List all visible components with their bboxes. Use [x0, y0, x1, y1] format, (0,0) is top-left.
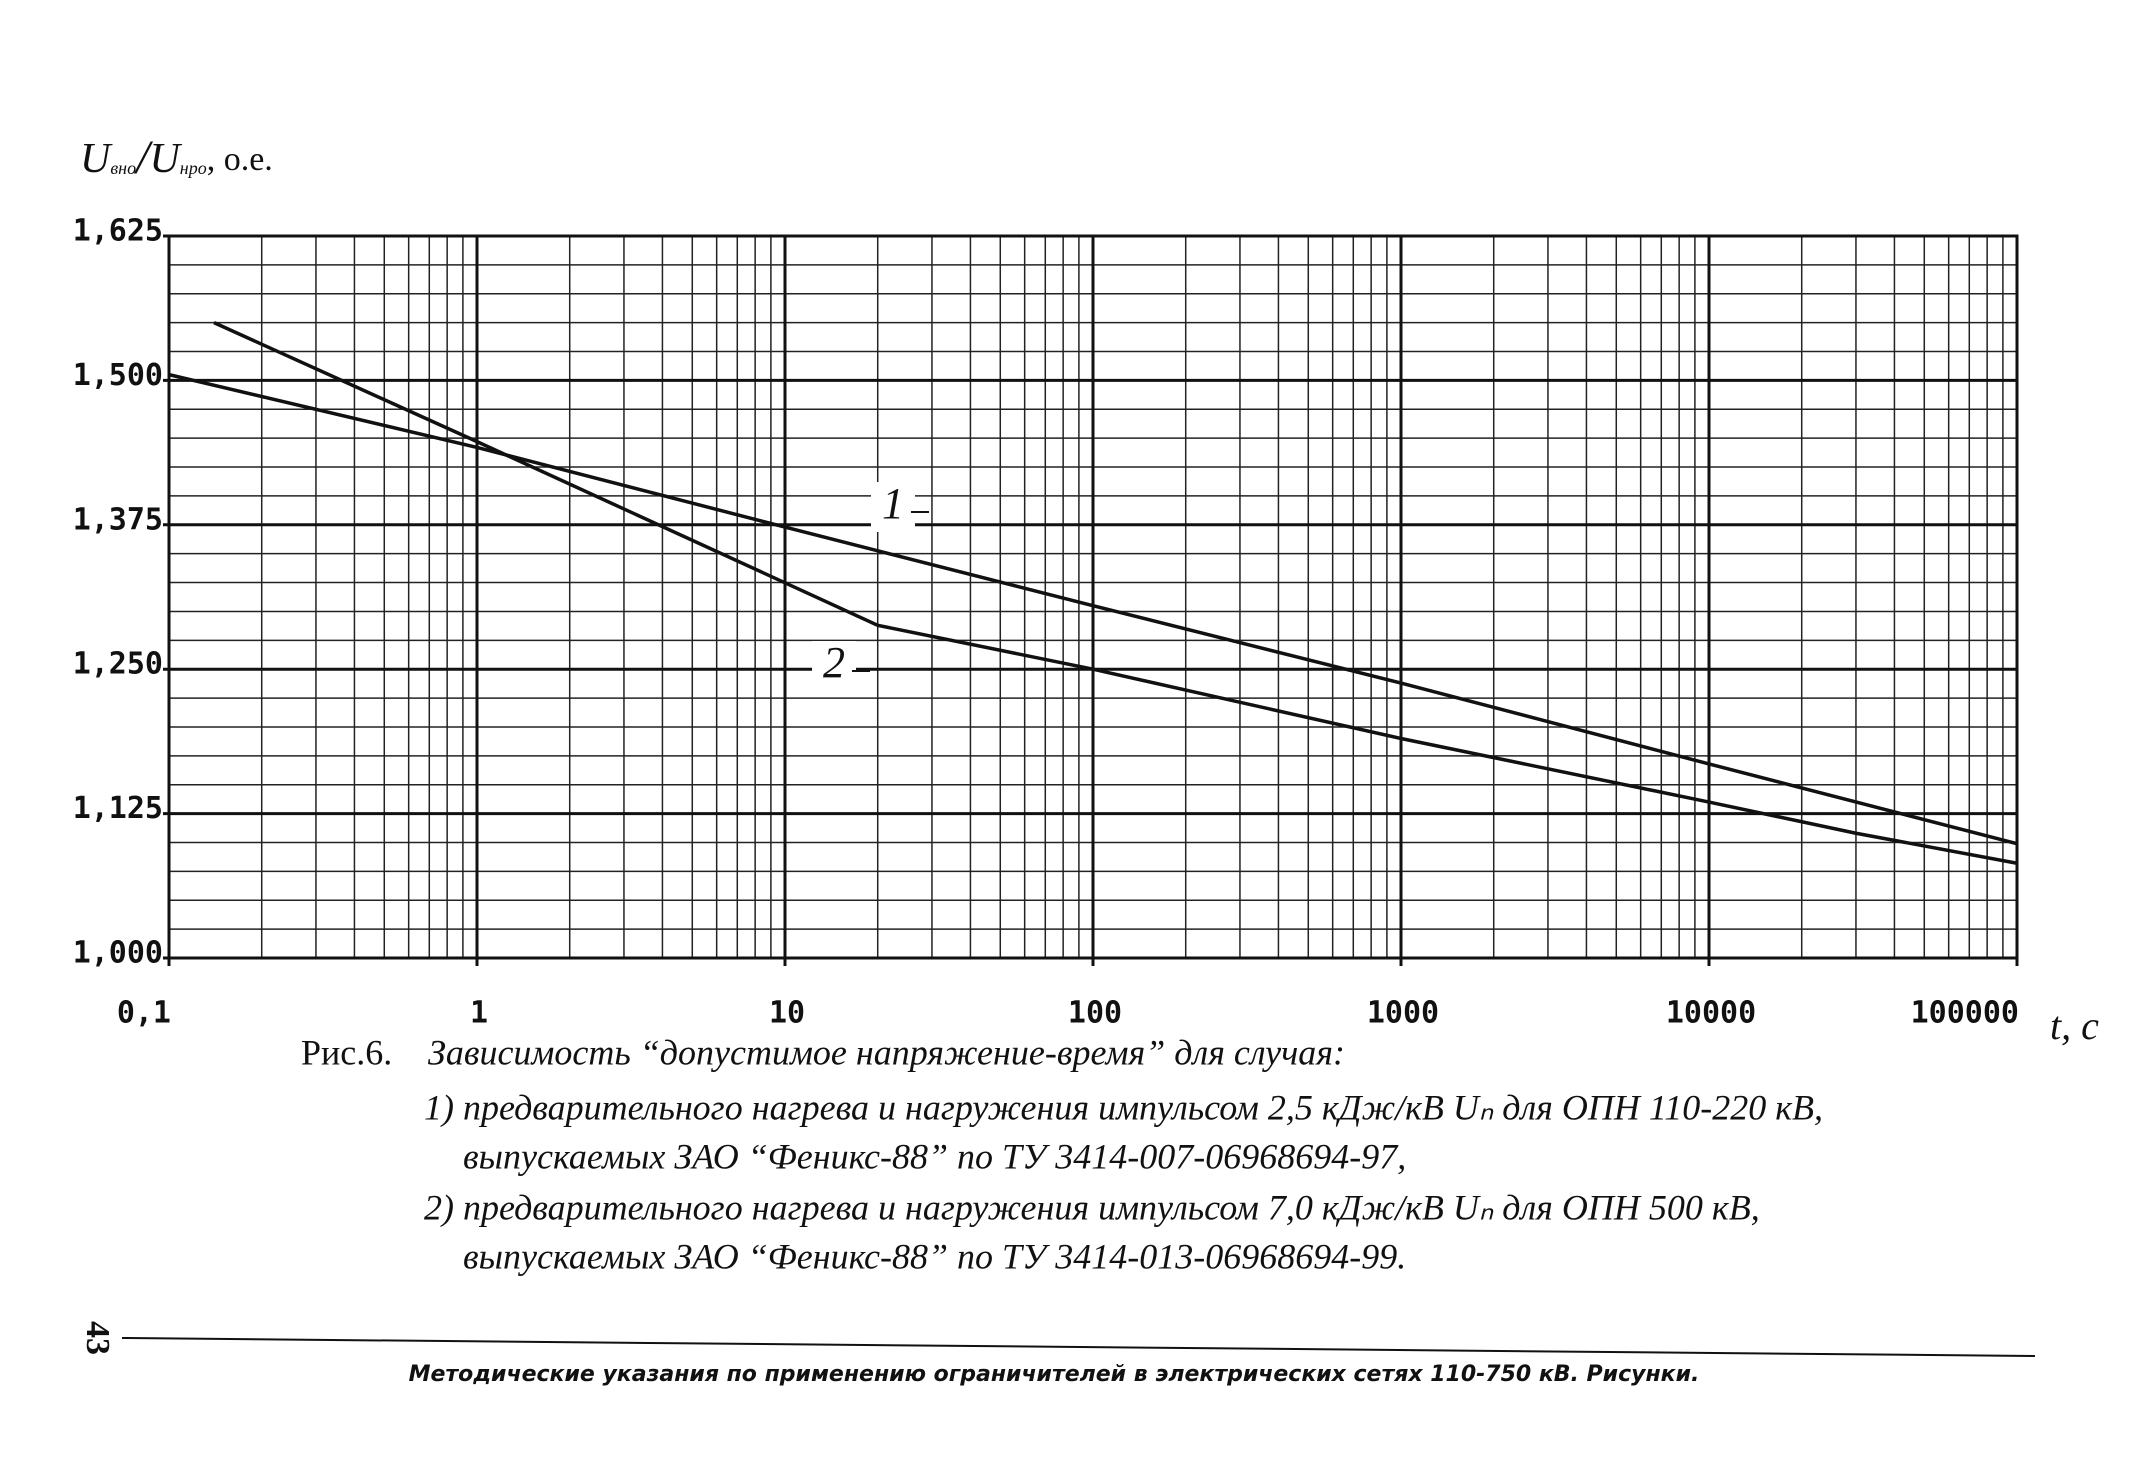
y-label-sep: / [133, 131, 153, 184]
y-label-unit: , о.е. [207, 141, 273, 178]
y-label-u: U [149, 136, 182, 182]
y-label: Uвно/Uнро, о.е. [80, 131, 273, 184]
page-number: 43 [79, 1321, 116, 1355]
label-bg [871, 482, 915, 532]
y-label-sub: вно [110, 158, 136, 178]
x-tick-label: 1000 [1367, 996, 1439, 1031]
caption-line: 1) предварительного нагрева и нагружения… [424, 1087, 1823, 1127]
x-tick-label: 1 [470, 996, 488, 1031]
curve [168, 372, 2018, 846]
plot-frame [167, 234, 2019, 960]
caption-line: 2) предварительного нагрева и нагружения… [424, 1187, 1760, 1227]
caption-line: выпускаемых ЗАО “Феникс-88” по ТУ 3414-0… [463, 1236, 1406, 1276]
y-tick-label: 1,125 [73, 791, 163, 826]
curve [213, 321, 2018, 865]
y-tick-label: 1,625 [73, 214, 163, 249]
x-tick-label: 10000 [1666, 996, 1756, 1031]
x-tick-label: 100 [1068, 996, 1122, 1031]
x-tick-label: 0,1 [117, 996, 171, 1031]
y-label-u: U [80, 136, 113, 182]
caption-title: Зависимость “допустимое напряжение-время… [428, 1032, 1345, 1072]
fig-number: Рис.6. [301, 1032, 392, 1072]
y-label-sub: нро [180, 158, 207, 178]
y-tick-label: 1,250 [73, 647, 163, 682]
y-tick-label: 1,500 [73, 358, 163, 393]
curve-label: 2 [823, 638, 845, 687]
footer: Методические указания по применению огра… [409, 1362, 1700, 1387]
curve-label: 1 [882, 479, 904, 528]
x-tick-label: 100000 [1911, 996, 2019, 1031]
x-label: t, c [2050, 1003, 2099, 1048]
caption-line: выпускаемых ЗАО “Феникс-88” по ТУ 3414-0… [463, 1136, 1406, 1176]
x-tick-label: 10 [769, 996, 805, 1031]
footer-rule [121, 1337, 2036, 1357]
label-bg [812, 641, 856, 691]
y-tick-label: 1,000 [73, 936, 163, 971]
y-tick-label: 1,375 [73, 502, 163, 537]
